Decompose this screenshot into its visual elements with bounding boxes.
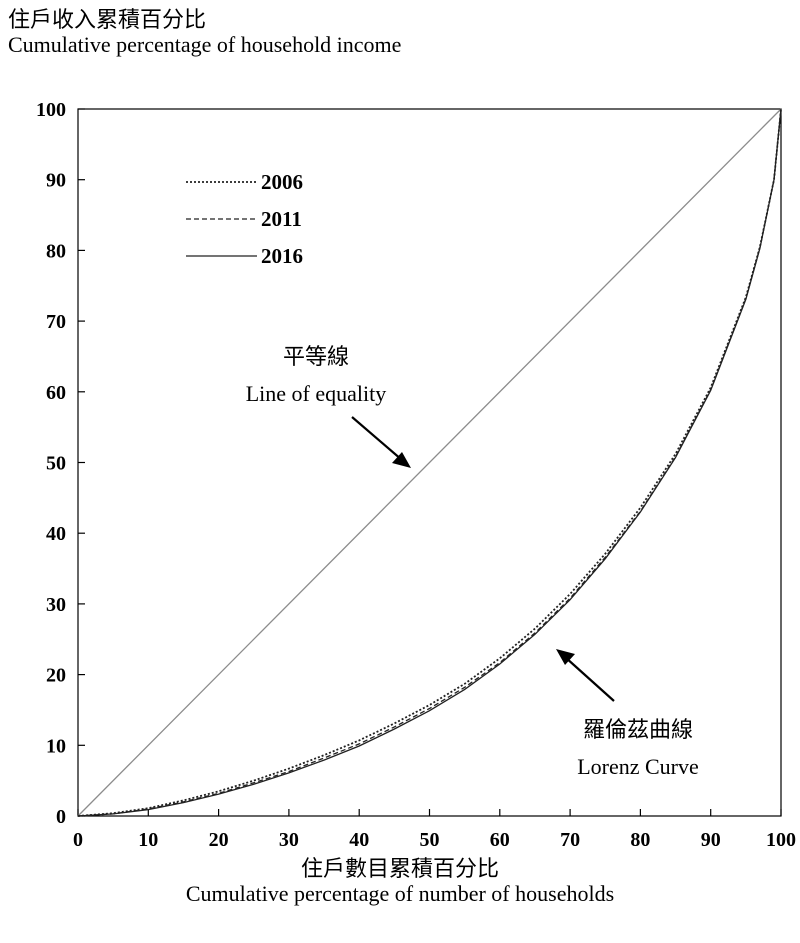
y-axis-label-chinese: 住戶收入累積百分比	[8, 7, 207, 32]
y-tick-label-10: 10	[46, 735, 66, 757]
annotation-line-of-equality-zh: 平等線	[283, 344, 349, 369]
annotation-lorenz-curve-en: Lorenz Curve	[577, 754, 699, 779]
legend-label-2016: 2016	[261, 244, 303, 268]
x-tick-label-60: 60	[490, 829, 510, 851]
y-tick-label-20: 20	[46, 665, 66, 687]
y-tick-label-60: 60	[46, 382, 66, 404]
x-tick-label-10: 10	[138, 829, 158, 851]
legend-label-2006: 2006	[261, 170, 303, 194]
x-tick-label-50: 50	[420, 829, 440, 851]
y-axis-label-english: Cumulative percentage of household incom…	[8, 32, 402, 57]
y-tick-label-70: 70	[46, 311, 66, 333]
y-tick-label-0: 0	[56, 806, 66, 828]
y-axis-ticks: 0 10 20 30 40 50 60 70 80 90 100	[36, 99, 85, 828]
x-tick-label-90: 90	[701, 829, 721, 851]
equality-line	[77, 108, 782, 817]
x-tick-label-100: 100	[766, 829, 796, 851]
x-tick-label-0: 0	[73, 829, 83, 851]
x-tick-label-20: 20	[209, 829, 229, 851]
x-tick-label-40: 40	[349, 829, 369, 851]
legend-label-2011: 2011	[261, 207, 302, 231]
x-tick-label-30: 30	[279, 829, 299, 851]
x-axis-label-chinese: 住戶數目累積百分比	[300, 856, 499, 881]
y-tick-label-50: 50	[46, 453, 66, 475]
x-tick-label-80: 80	[630, 829, 650, 851]
y-tick-label-30: 30	[46, 594, 66, 616]
annotation-lorenz-curve-zh: 羅倫茲曲線	[583, 717, 693, 742]
series-line-2006	[77, 108, 782, 817]
legend: 2006 2011 2016	[186, 170, 303, 268]
y-tick-label-80: 80	[46, 240, 66, 262]
y-tick-label-90: 90	[46, 170, 66, 192]
arrow-to-equality-line	[351, 416, 411, 468]
series-lines	[77, 108, 782, 817]
y-tick-label-40: 40	[46, 523, 66, 545]
arrow-to-lorenz-curve	[556, 649, 615, 702]
x-axis-label-english: Cumulative percentage of number of house…	[185, 881, 615, 906]
series-line-2016	[77, 108, 782, 817]
annotation-line-of-equality-en: Line of equality	[246, 381, 387, 406]
x-tick-label-70: 70	[560, 829, 580, 851]
y-tick-label-100: 100	[36, 99, 66, 121]
x-axis-ticks: 0 10 20 30 40 50 60 70 80 90 100	[73, 809, 796, 851]
